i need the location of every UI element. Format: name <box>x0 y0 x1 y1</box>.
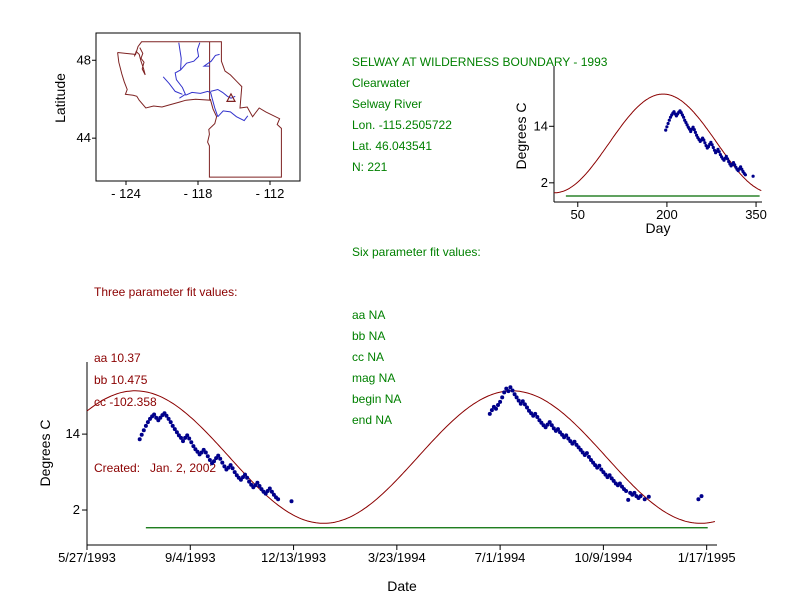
day-plot-y-axis-title: Degrees C <box>513 102 529 170</box>
seasonal-fit-curve <box>86 390 716 524</box>
svg-text:14: 14 <box>534 118 548 133</box>
svg-text:1/17/1995: 1/17/1995 <box>678 550 736 565</box>
svg-text:48: 48 <box>77 52 91 67</box>
station-info-line: SELWAY AT WILDERNESS BOUNDARY - 1993 <box>352 55 608 69</box>
svg-text:- 118: - 118 <box>184 186 213 201</box>
station-marker-triangle <box>225 92 236 102</box>
date-plot-x-axis-title: Date <box>387 578 417 594</box>
svg-text:12/13/1993: 12/13/1993 <box>261 550 326 565</box>
map-y-axis-title: Latitude <box>52 73 68 123</box>
tick-labels: 50 200 350 2 14 <box>534 118 767 222</box>
six-parameter-fit-value: aa NA <box>352 308 386 322</box>
svg-text:200: 200 <box>656 207 678 222</box>
svg-text:3/23/1994: 3/23/1994 <box>368 550 426 565</box>
day-of-year-plot: 50 200 350 2 14 <box>534 66 767 222</box>
svg-text:- 124: - 124 <box>111 186 141 201</box>
svg-text:50: 50 <box>571 207 585 222</box>
site-location-map: - 124 - 118 - 112 48 44 <box>77 32 301 201</box>
svg-text:9/4/1993: 9/4/1993 <box>165 550 216 565</box>
svg-text:5/27/1993: 5/27/1993 <box>58 550 116 565</box>
three-parameter-fit-block: Three parameter fit values: aa 10.37 bb 1… <box>94 237 237 523</box>
temperature-points <box>664 109 755 178</box>
three-parameter-fit-values: aa 10.37 bb 10.475 cc -102.358 <box>94 347 237 413</box>
svg-text:350: 350 <box>745 207 767 222</box>
temperature-points <box>137 385 704 504</box>
station-info-line: N: 221 <box>352 160 388 174</box>
svg-text:10/9/1994: 10/9/1994 <box>574 550 632 565</box>
rivers <box>162 42 249 122</box>
station-info-line: Clearwater <box>352 76 411 90</box>
three-parameter-fit-header: Three parameter fit values: <box>94 285 238 299</box>
day-plot-x-axis-title: Day <box>645 220 671 236</box>
station-info-line: Lon. -115.2505722 <box>352 118 452 132</box>
axes <box>86 362 717 546</box>
created-date-line: Created: Jan. 2, 2002 <box>94 461 217 475</box>
svg-text:14: 14 <box>66 426 80 441</box>
station-info-block: SELWAY AT WILDERNESS BOUNDARY - 1993 Clea… <box>352 52 607 178</box>
six-parameter-fit-value: begin NA <box>352 392 402 406</box>
state-boundaries <box>117 41 282 178</box>
svg-text:2: 2 <box>73 502 80 517</box>
seasonal-fit-curve <box>554 93 762 194</box>
svg-text:44: 44 <box>77 130 91 145</box>
three-parameter-fit-value: aa 10.37 <box>94 351 141 365</box>
svg-text:7/1/1994: 7/1/1994 <box>475 550 526 565</box>
six-parameter-fit-value: bb NA <box>352 329 386 343</box>
three-parameter-fit-value: bb 10.475 <box>94 373 148 387</box>
station-info-line: Lat. 46.043541 <box>352 139 433 153</box>
date-plot-y-axis-title: Degrees C <box>37 419 53 487</box>
svg-text:- 112: - 112 <box>256 186 285 201</box>
six-parameter-fit-value: mag NA <box>352 371 396 385</box>
six-parameter-fit-values: aa NA bb NA cc NA mag NA begin NA end NA <box>352 305 481 431</box>
six-parameter-fit-value: end NA <box>352 413 393 427</box>
axes <box>553 66 762 203</box>
six-parameter-fit-block: Six parameter fit values: aa NA bb NA cc N… <box>352 200 481 473</box>
date-plot: 5/27/1993 9/4/1993 12/13/1993 3/23/1994 7/1/… <box>58 362 736 565</box>
station-info-line: Selway River <box>352 97 423 111</box>
svg-text:2: 2 <box>541 175 548 190</box>
tick-labels: 5/27/1993 9/4/1993 12/13/1993 3/23/1994 7/1/… <box>58 426 736 565</box>
three-parameter-fit-value: cc -102.358 <box>94 395 157 409</box>
six-parameter-fit-value: cc NA <box>352 350 385 364</box>
six-parameter-fit-header: Six parameter fit values: <box>352 245 481 259</box>
map-tick-labels: - 124 - 118 - 112 48 44 <box>77 52 285 201</box>
